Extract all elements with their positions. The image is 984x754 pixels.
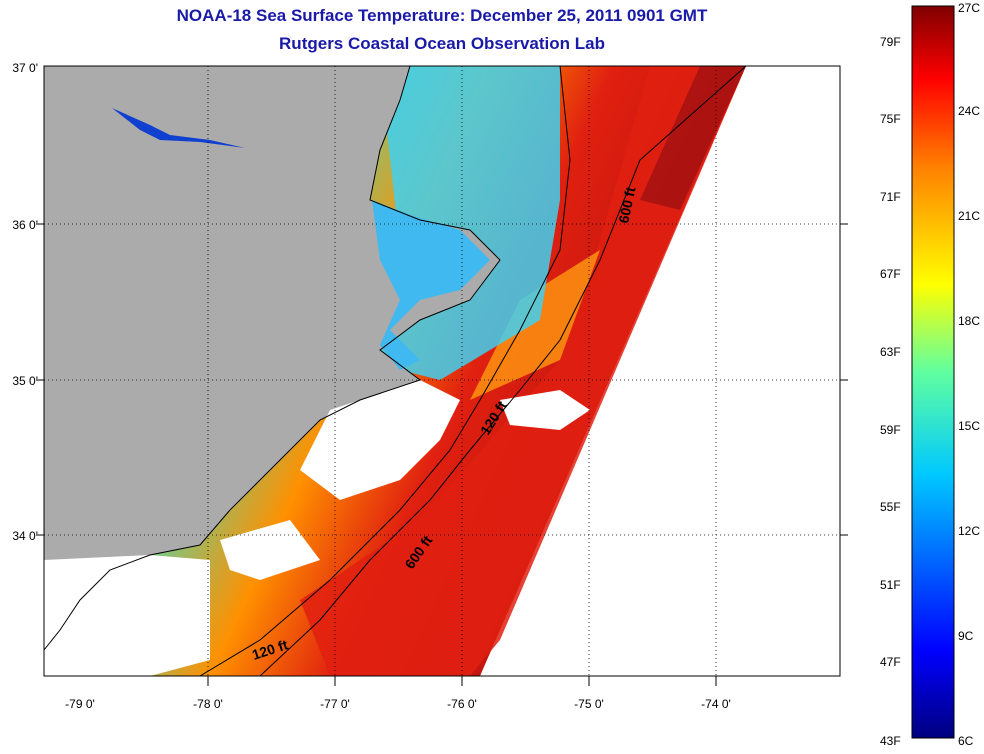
- lon-label: -78 0': [193, 697, 223, 711]
- color-bar: [911, 5, 955, 739]
- f-label: 79F: [880, 35, 901, 49]
- lon-label: -79 0': [65, 697, 95, 711]
- lon-label: -76 0': [447, 697, 477, 711]
- f-label: 43F: [880, 734, 901, 748]
- c-label: 6C: [958, 734, 974, 748]
- f-label: 51F: [880, 578, 901, 592]
- f-label: 63F: [880, 345, 901, 359]
- f-label: 55F: [880, 500, 901, 514]
- celsius-scale: 27C 24C 21C 18C 15C 12C 9C 6C: [958, 1, 980, 748]
- f-label: 67F: [880, 267, 901, 281]
- gulf-stream-band: [300, 66, 746, 676]
- fahrenheit-scale: 79F 75F 71F 67F 63F 59F 55F 51F 47F 43F: [880, 35, 901, 748]
- transition-zone: [470, 250, 600, 400]
- inland-river: [112, 108, 245, 148]
- cloud-region: [500, 390, 590, 430]
- lat-label: 36 0': [12, 218, 38, 232]
- plot-frame: [43, 65, 841, 677]
- title-line-1: NOAA-18 Sea Surface Temperature: Decembe…: [176, 6, 708, 25]
- gulf-stream-core: [640, 66, 746, 210]
- title-line-2: Rutgers Coastal Ocean Observation Lab: [279, 34, 605, 53]
- contour-600ft: [259, 66, 747, 676]
- c-label: 27C: [958, 1, 980, 15]
- c-label: 12C: [958, 524, 980, 538]
- c-label: 9C: [958, 629, 974, 643]
- contour-120ft: [199, 66, 571, 676]
- f-label: 47F: [880, 655, 901, 669]
- lon-label: -74 0': [701, 697, 731, 711]
- lat-label: 34 0': [12, 529, 38, 543]
- f-label: 59F: [880, 423, 901, 437]
- c-label: 21C: [958, 209, 980, 223]
- grid: [44, 66, 840, 676]
- cloud-region: [44, 555, 210, 676]
- axis-ticks: [36, 223, 848, 686]
- lon-label: -75 0': [574, 697, 604, 711]
- c-label: 18C: [958, 314, 980, 328]
- pamlico-sound: [372, 200, 490, 370]
- lat-label: 35 0': [12, 374, 38, 388]
- c-label: 24C: [958, 104, 980, 118]
- contour-label: 600 ft: [615, 185, 638, 224]
- f-label: 71F: [880, 190, 901, 204]
- lat-label: 37 0': [12, 61, 38, 75]
- f-label: 75F: [880, 112, 901, 126]
- c-label: 15C: [958, 419, 980, 433]
- lon-label: -77 0': [320, 697, 350, 711]
- coastline: [44, 66, 501, 651]
